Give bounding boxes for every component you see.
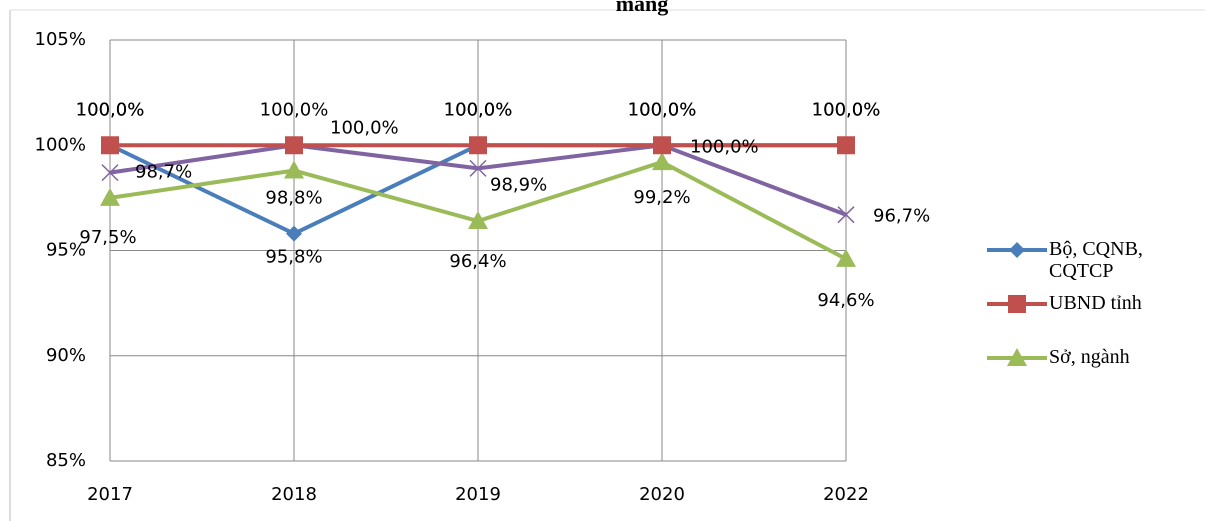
data-label: 100,0% [628,99,697,120]
data-label: 98,9% [490,174,547,195]
legend-swatch [987,295,1047,313]
marker [101,164,119,182]
data-label: 96,4% [449,251,506,272]
data-label: 100,0% [690,136,759,157]
y-tick-label: 105% [35,29,86,50]
data-label: 100,0% [812,99,881,120]
marker [101,136,119,155]
marker [469,136,487,155]
marker [837,136,855,155]
data-label: 98,8% [265,188,322,209]
data-label: 95,8% [265,247,322,268]
legend-swatch [987,242,1047,258]
y-tick-label: 100% [35,134,86,155]
marker [100,187,120,206]
marker [468,211,488,230]
legend-label: UBND tỉnh [1049,292,1142,314]
x-tick-label: 2020 [639,484,685,505]
marker [1007,348,1027,366]
marker [285,136,303,155]
x-tick-label: 2018 [271,484,317,505]
legend-item: Bộ, CQNB, CQTCP [985,238,1169,282]
data-label: 100,0% [812,99,881,120]
legend-label: Bộ, CQNB, CQTCP [1049,238,1143,282]
data-label: 97,5% [79,227,136,248]
y-tick-label: 95% [46,240,86,261]
legend-item: UBND tỉnh [985,292,1169,316]
marker [836,248,856,267]
data-label: 100,0% [628,99,697,120]
marker [652,152,672,171]
marker [653,136,671,155]
marker [284,160,304,179]
marker [837,206,855,224]
data-label: 100,0% [76,99,145,120]
data-label: 100,0% [260,99,329,120]
y-tick-label: 85% [46,450,86,471]
data-label: 94,6% [817,290,874,311]
x-tick-label: 2022 [823,484,869,505]
y-tick-label: 90% [46,345,86,366]
marker [286,225,302,242]
marker [469,159,487,177]
marker [1009,242,1025,258]
data-label: 100,0% [330,117,399,138]
data-label: 100,0% [444,99,513,120]
data-label: 99,2% [633,187,690,208]
x-tick-label: 2019 [455,484,501,505]
legend-label: Sở, ngành [1049,346,1130,368]
data-label: 100,0% [444,99,513,120]
data-label: 100,0% [76,99,145,120]
chart-title: mang [616,0,669,16]
legend-item: Sở, ngành [985,346,1169,370]
x-tick-label: 2017 [87,484,133,505]
data-label: 96,7% [873,206,930,227]
data-label: 98,7% [135,162,192,183]
legend-swatch [987,348,1047,366]
marker [1008,295,1026,313]
